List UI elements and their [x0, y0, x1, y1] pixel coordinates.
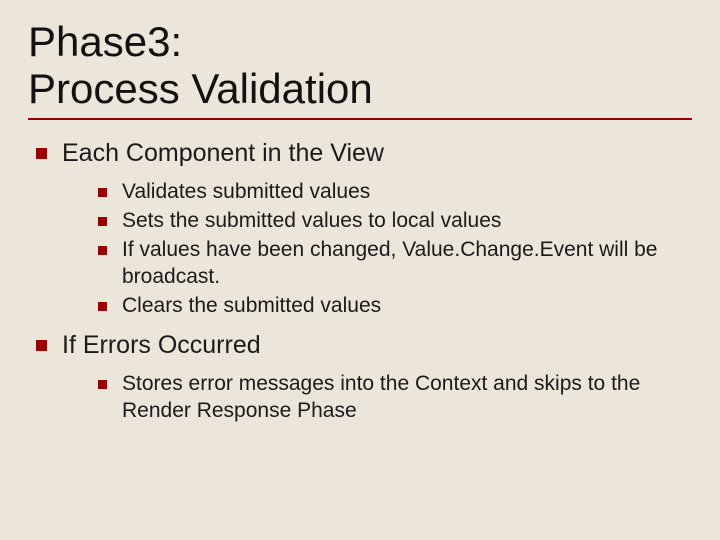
sub-list: Stores error messages into the Context a… [62, 371, 692, 425]
title-underline [28, 118, 692, 120]
bullet-list: Each Component in the View Validates sub… [28, 138, 692, 425]
item-text: Clears the submitted values [122, 294, 381, 317]
section-heading: Each Component in the View [62, 139, 384, 167]
list-item: Each Component in the View Validates sub… [28, 138, 692, 320]
list-item: Clears the submitted values [90, 293, 692, 320]
list-item: If values have been changed, Value.Chang… [90, 237, 692, 291]
slide-title: Phase3: Process Validation [28, 18, 692, 112]
item-text: Validates submitted values [122, 180, 370, 203]
title-line-1: Phase3: [28, 18, 182, 65]
section-heading: If Errors Occurred [62, 331, 261, 359]
list-item: If Errors Occurred Stores error messages… [28, 330, 692, 425]
item-text: If values have been changed, Value.Chang… [122, 238, 657, 288]
list-item: Sets the submitted values to local value… [90, 208, 692, 235]
list-item: Validates submitted values [90, 179, 692, 206]
list-item: Stores error messages into the Context a… [90, 371, 692, 425]
title-line-2: Process Validation [28, 65, 373, 112]
item-text: Sets the submitted values to local value… [122, 209, 501, 232]
slide: Phase3: Process Validation Each Componen… [0, 0, 720, 540]
item-text: Stores error messages into the Context a… [122, 372, 640, 422]
sub-list: Validates submitted values Sets the subm… [62, 179, 692, 319]
